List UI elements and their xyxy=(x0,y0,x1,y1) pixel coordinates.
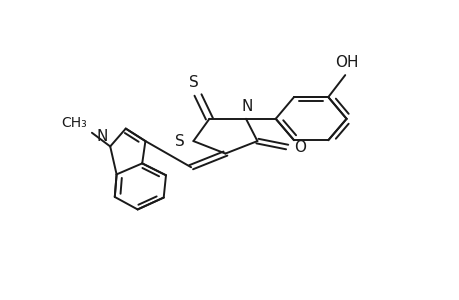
Text: CH₃: CH₃ xyxy=(62,116,87,130)
Text: N: N xyxy=(96,129,108,144)
Text: S: S xyxy=(175,134,185,148)
Text: O: O xyxy=(293,140,305,154)
Text: N: N xyxy=(241,99,252,114)
Text: OH: OH xyxy=(334,55,358,70)
Text: S: S xyxy=(188,75,198,90)
